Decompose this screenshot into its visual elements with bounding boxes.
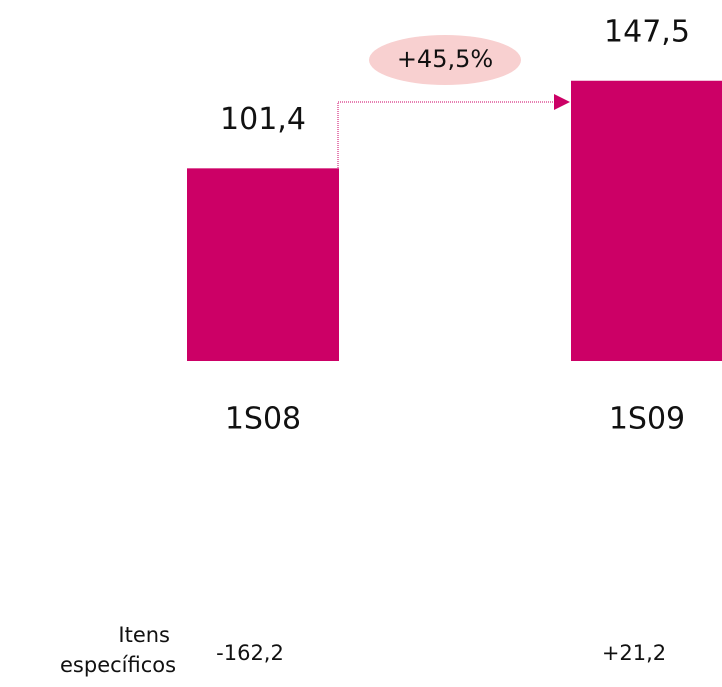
row-label: Itens específicos bbox=[60, 623, 177, 677]
bar bbox=[187, 168, 339, 361]
arrow-head bbox=[554, 94, 570, 110]
value-label: 101,4 bbox=[220, 102, 306, 137]
annotation: +45,5% bbox=[397, 45, 493, 73]
annotation-bubble bbox=[369, 35, 521, 85]
arrow-line bbox=[337, 101, 556, 168]
x-tick-label: 1S09 bbox=[609, 402, 685, 437]
specific-item-value: +21,2 bbox=[602, 641, 666, 665]
value-label: 147,5 bbox=[604, 14, 690, 49]
specific-item-value: -162,2 bbox=[216, 641, 284, 665]
x-tick-label: 1S08 bbox=[225, 402, 301, 437]
bar bbox=[571, 80, 722, 361]
